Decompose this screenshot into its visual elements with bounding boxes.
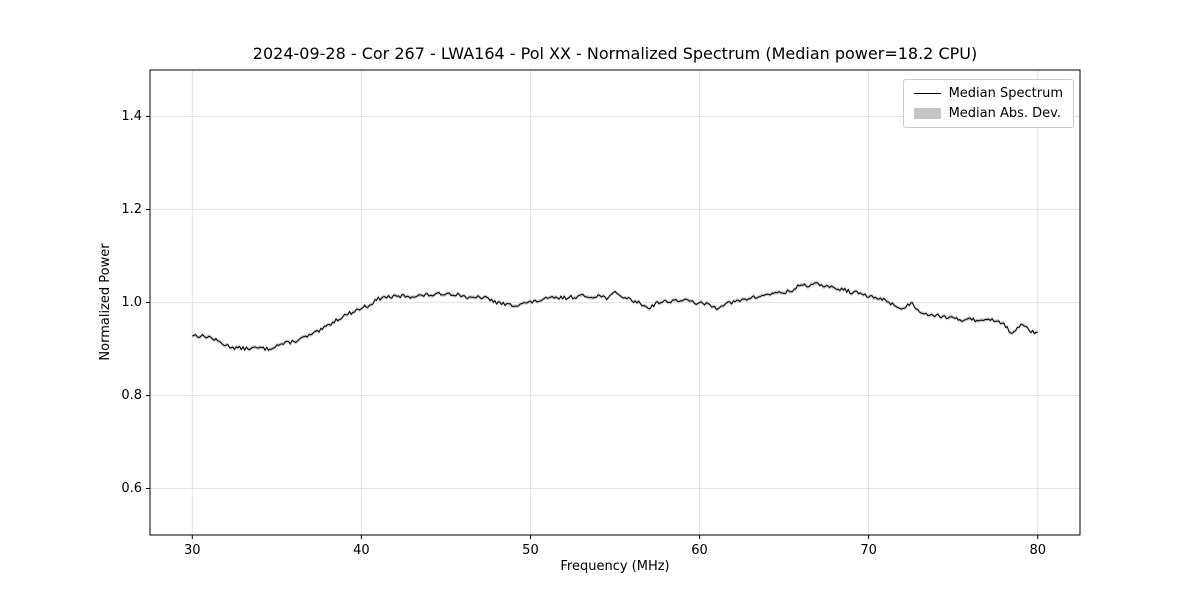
y-tick-label: 1.4	[121, 108, 142, 124]
legend-item-median-spectrum: Median Spectrum	[913, 86, 1063, 101]
x-tick-label: 50	[522, 543, 539, 558]
y-tick-label: 1.0	[121, 294, 142, 310]
y-tick-label: 0.8	[121, 387, 142, 403]
legend-item-median-abs-dev: Median Abs. Dev.	[913, 106, 1063, 121]
x-axis-label: Frequency (MHz)	[560, 559, 670, 574]
median-spectrum-line	[192, 282, 1038, 351]
median-abs-dev-patch-swatch	[913, 108, 941, 119]
chart-title: 2024-09-28 - Cor 267 - LWA164 - Pol XX -…	[252, 44, 978, 63]
x-tick-label: 60	[691, 543, 708, 558]
x-tick-label: 70	[860, 543, 877, 558]
legend: Median Spectrum Median Abs. Dev.	[902, 79, 1074, 128]
legend-label-median-abs-dev: Median Abs. Dev.	[948, 106, 1062, 121]
x-tick-label: 30	[183, 543, 201, 558]
y-tick-label: 1.2	[121, 201, 142, 217]
x-tick-label: 80	[1029, 543, 1046, 558]
median-spectrum-line-swatch	[913, 93, 941, 94]
y-tick-label: 0.6	[121, 480, 142, 496]
x-tick-label: 40	[353, 543, 370, 558]
legend-label-median-spectrum: Median Spectrum	[948, 86, 1063, 101]
